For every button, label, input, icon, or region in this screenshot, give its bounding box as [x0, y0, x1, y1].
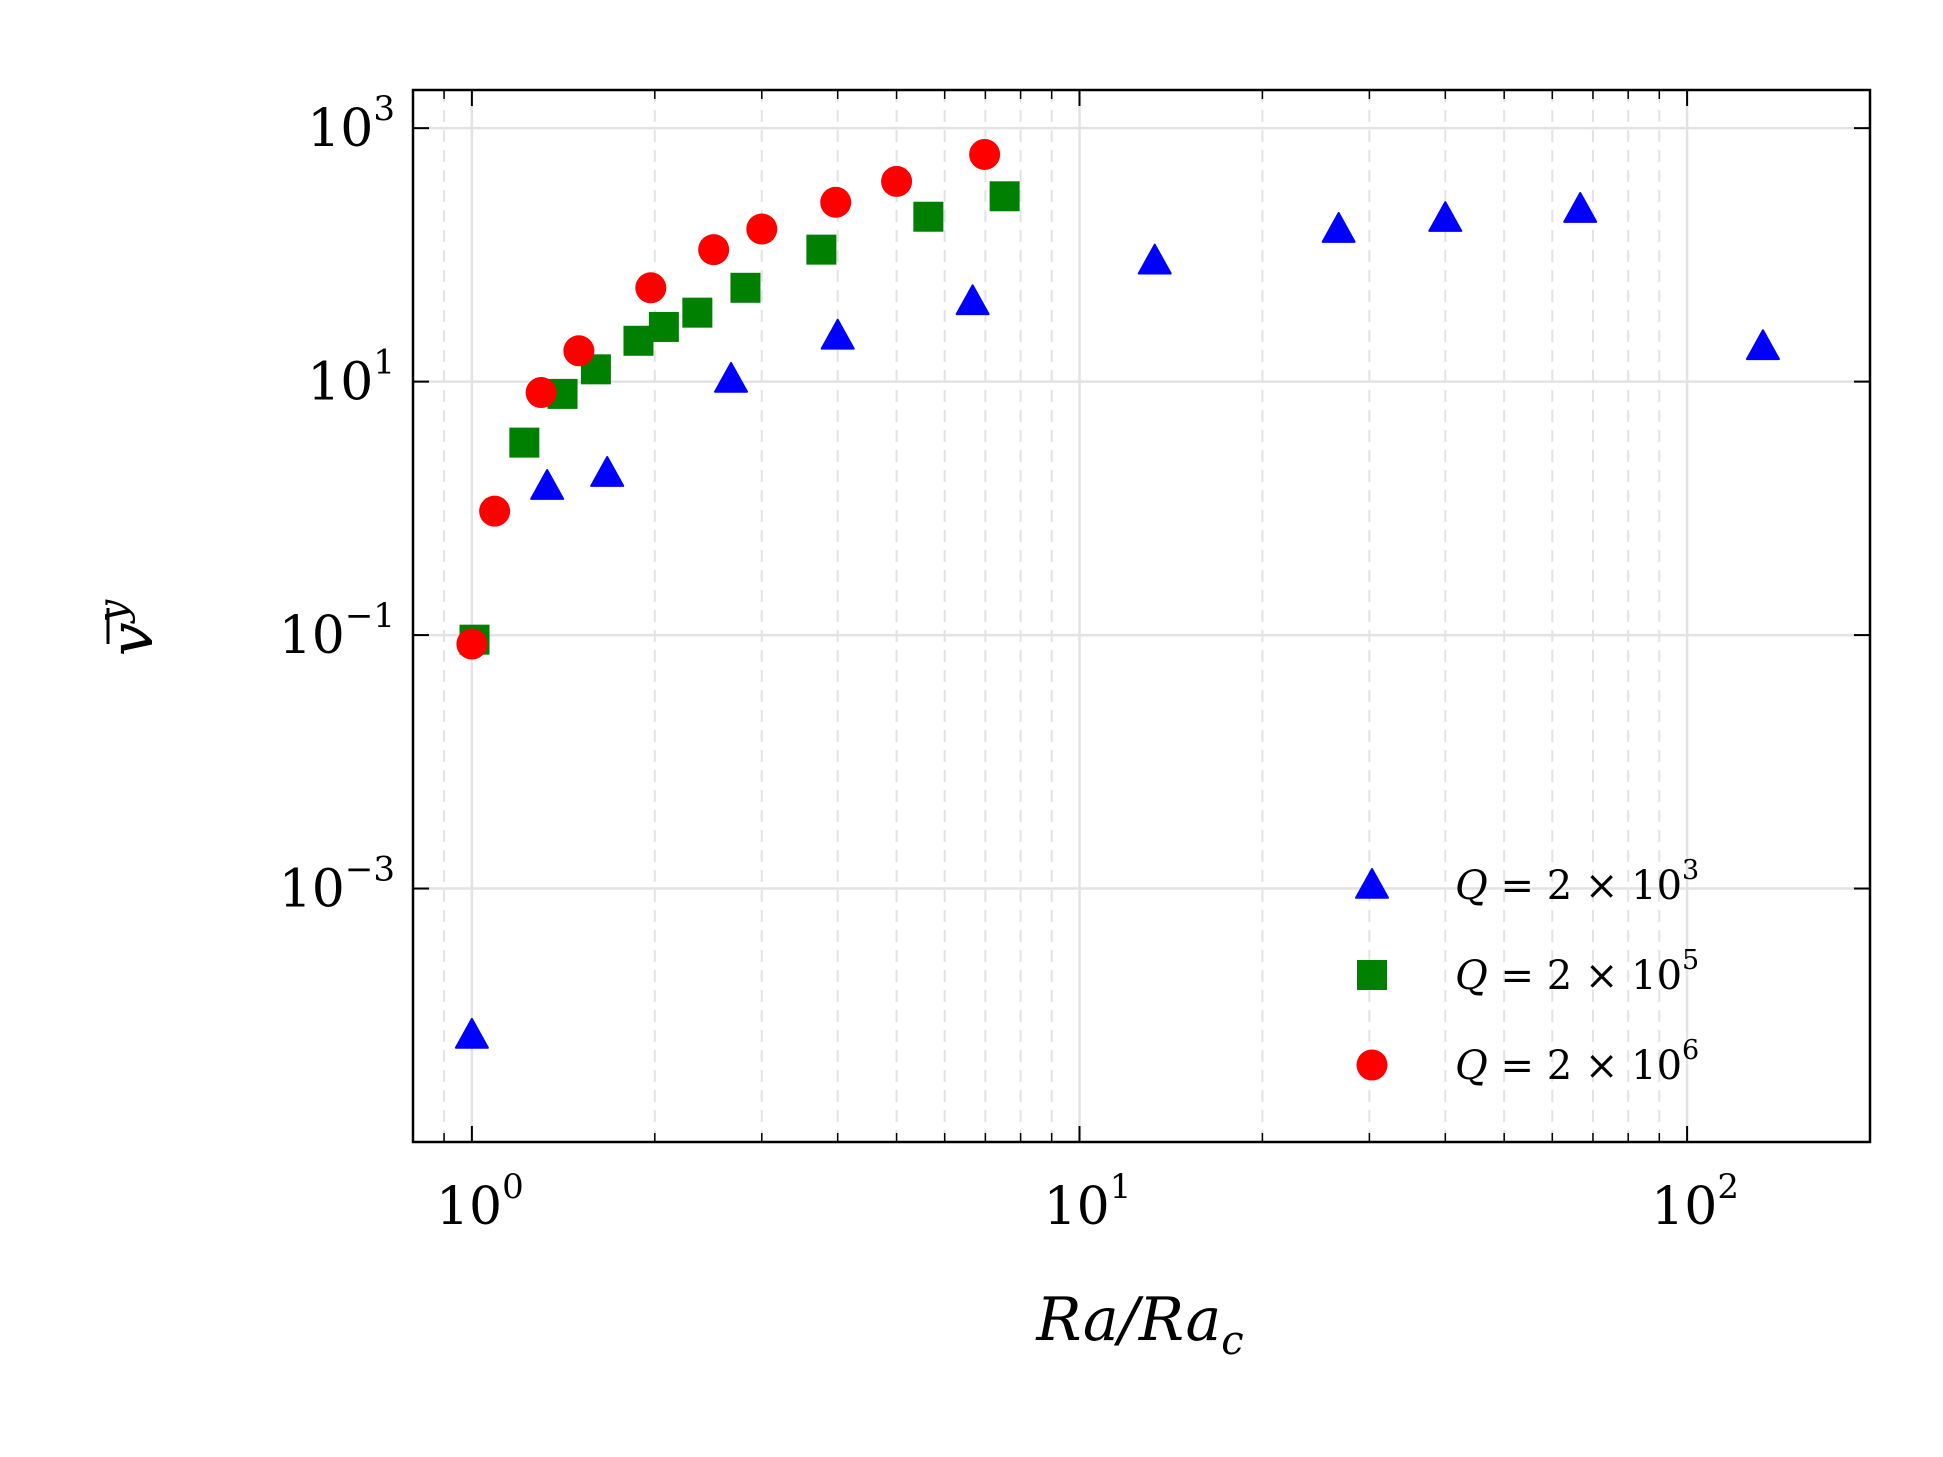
legend: Q = 2 × 103 Q = 2 × 105 Q = 2 × 106: [1355, 855, 1699, 1089]
plot-frame: [411, 88, 1872, 1144]
legend-marker-circle: [1356, 1049, 1388, 1081]
data-point-circle: [698, 234, 730, 266]
legend-label: Q = 2 × 105: [1455, 945, 1699, 999]
legend-marker-square: [1357, 960, 1387, 990]
data-point-triangle: [1137, 243, 1172, 275]
y-tick-label: 101: [307, 343, 395, 413]
data-point-circle: [881, 165, 913, 197]
data-point-circle: [635, 272, 667, 304]
data-point-triangle: [1745, 329, 1780, 361]
svg-text:vy: vy: [90, 598, 167, 656]
data-point-circle: [746, 213, 778, 245]
tick-labels: 103 101 10−1 10−3 100 101 102: [279, 89, 1739, 1237]
legend-label: Q = 2 × 106: [1455, 1035, 1699, 1089]
data-point-square: [989, 181, 1020, 212]
data-point-square: [730, 272, 761, 303]
data-marks: [454, 138, 1780, 1049]
data-point-circle: [479, 495, 511, 527]
data-point-triangle: [820, 318, 855, 350]
data-point-circle: [969, 138, 1001, 170]
data-point-circle: [456, 628, 488, 660]
data-point-triangle: [1428, 201, 1463, 232]
data-point-triangle: [1563, 192, 1598, 223]
data-point-circle: [820, 186, 852, 218]
data-point-triangle: [530, 469, 565, 500]
data-point-square: [913, 201, 944, 232]
data-point-triangle: [714, 361, 749, 393]
data-point-square: [682, 297, 713, 328]
data-point-circle: [563, 335, 595, 367]
data-point-square: [806, 234, 837, 265]
data-point-square: [509, 427, 540, 458]
data-point-circle: [525, 377, 557, 409]
grid: [412, 90, 1871, 1142]
y-axis-label: vy: [90, 598, 167, 656]
data-point-triangle: [955, 284, 990, 316]
x-tick-label: 100: [436, 1167, 524, 1237]
data-point-square: [623, 325, 654, 356]
y-tick-label: 10−1: [279, 596, 395, 666]
y-axis-label-sup: y: [90, 598, 136, 624]
x-tick-label: 102: [1651, 1167, 1739, 1237]
data-point-triangle: [1321, 212, 1356, 243]
x-axis-label: Ra/Rac: [1035, 1285, 1243, 1364]
legend-marker-triangle: [1355, 868, 1389, 899]
x-tick-label: 101: [1044, 1167, 1132, 1237]
legend-label: Q = 2 × 103: [1455, 855, 1699, 909]
data-point-triangle: [454, 1017, 489, 1049]
data-point-triangle: [590, 456, 625, 487]
y-axis-label-main: v: [97, 622, 167, 656]
data-point-square: [648, 311, 679, 342]
y-tick-label: 103: [307, 89, 395, 159]
y-tick-label: 10−3: [279, 850, 395, 920]
